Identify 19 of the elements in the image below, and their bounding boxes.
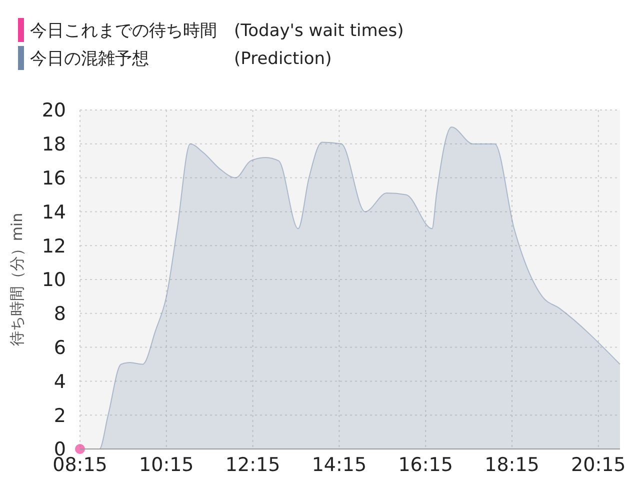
legend-label: 今日これまでの待ち時間 (Today's wait times) <box>30 21 404 41</box>
y-tick-label: 2 <box>54 404 66 427</box>
y-tick-label: 6 <box>54 336 66 359</box>
x-tick-label: 18:15 <box>484 454 540 476</box>
y-tick-label: 4 <box>54 370 66 393</box>
x-tick-label: 12:15 <box>225 454 280 476</box>
x-tick-label: 20:15 <box>571 454 626 476</box>
y-tick-label: 14 <box>42 201 66 224</box>
x-tick-label: 14:15 <box>312 454 367 476</box>
y-tick-label: 10 <box>42 269 66 292</box>
y-tick-label: 12 <box>42 235 66 258</box>
y-tick-label: 18 <box>42 134 66 156</box>
y-tick-label: 8 <box>54 303 66 326</box>
x-tick-label: 10:15 <box>139 454 194 476</box>
y-tick-label: 16 <box>42 167 66 190</box>
y-axis-title: 待ち時間（分）min <box>8 212 26 346</box>
y-tick-label: 20 <box>42 100 66 122</box>
legend-label: 今日の混雑予想 (Prediction) <box>30 49 332 69</box>
x-tick-label: 16:15 <box>398 454 453 476</box>
